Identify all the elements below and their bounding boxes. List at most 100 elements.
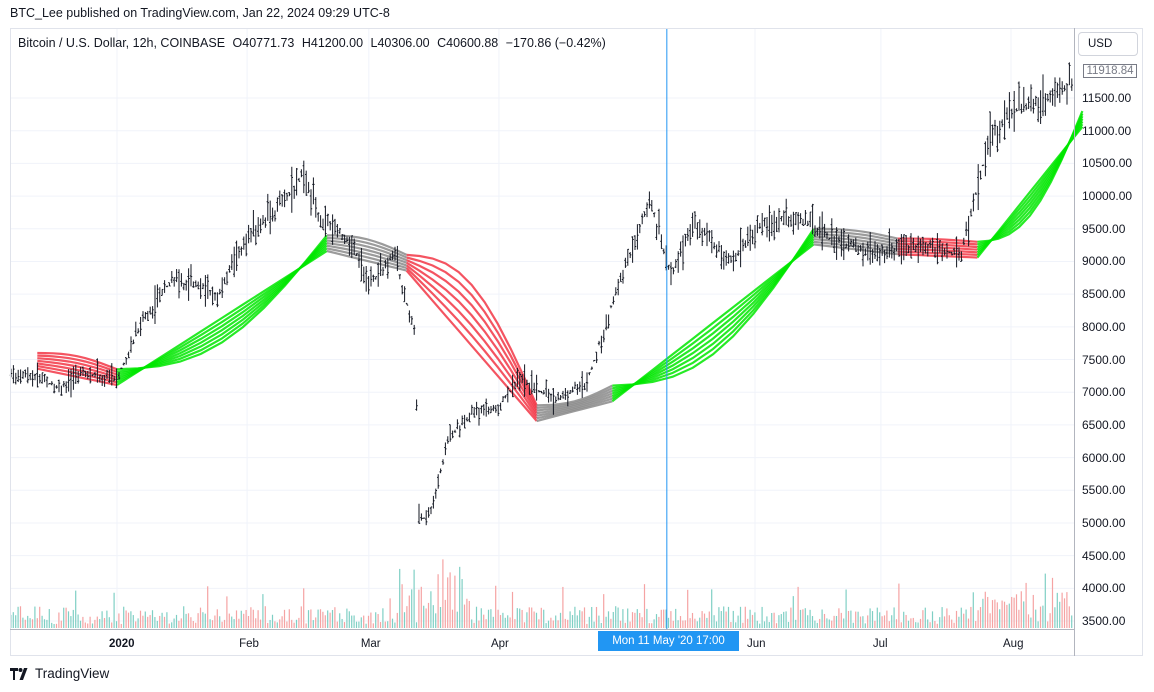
volume-bar <box>75 590 77 628</box>
volume-bar <box>761 606 763 628</box>
volume-bar <box>204 613 206 628</box>
price-label: 11500.00 <box>1082 91 1132 105</box>
volume-bar <box>1030 617 1032 628</box>
volume-bar <box>742 622 744 628</box>
volume-bar <box>444 599 446 628</box>
volume-bar <box>99 619 101 628</box>
volume-bar <box>60 620 62 628</box>
volume-bar <box>303 588 305 628</box>
volume-bar <box>924 607 926 628</box>
volume-bar <box>631 612 634 628</box>
symbol-name[interactable]: Bitcoin / U.S. Dollar, 12h, COINBASE <box>18 36 226 50</box>
volume-bar <box>17 606 19 628</box>
volume-bar <box>87 623 89 628</box>
volume-bar <box>252 609 254 628</box>
volume-bar <box>295 619 298 628</box>
volume-bar <box>492 616 494 628</box>
volume-bar <box>955 610 958 628</box>
currency-button[interactable]: USD <box>1078 32 1138 56</box>
ma-line <box>37 367 118 387</box>
volume-bar <box>139 610 142 628</box>
volume-bar <box>495 585 497 628</box>
volume-bar <box>787 621 790 628</box>
volume-bar <box>1013 597 1015 628</box>
ma-line <box>326 234 408 256</box>
volume-bar <box>845 589 847 628</box>
volume-bar <box>490 609 492 628</box>
volume-bar <box>478 620 480 628</box>
volume-bar <box>396 612 398 628</box>
time-axis[interactable] <box>10 629 1074 656</box>
volume-bar <box>197 613 199 628</box>
volume-bar <box>127 612 130 628</box>
volume-bar <box>231 616 233 628</box>
volume-bar <box>123 606 125 628</box>
volume-bar <box>874 620 876 628</box>
volume-bar <box>459 566 461 628</box>
volume-bar <box>785 611 787 628</box>
volume-bar <box>917 622 919 628</box>
volume-bar <box>569 611 571 628</box>
volume-bar <box>291 619 293 628</box>
volume-bar <box>411 589 413 628</box>
volume-bar <box>36 618 38 628</box>
volume-bar <box>629 621 631 628</box>
volume-bar <box>809 609 811 628</box>
volume-bar <box>245 609 247 628</box>
volume-bar <box>427 602 430 628</box>
volume-bar <box>255 618 257 628</box>
volume-bar <box>183 606 185 628</box>
volume-bar <box>641 617 643 628</box>
volume-bar <box>564 618 566 628</box>
volume-bar <box>394 622 396 628</box>
ma-line <box>37 359 118 379</box>
volume-bar <box>243 613 245 628</box>
volume-bar <box>70 616 72 628</box>
volume-bar <box>691 612 694 628</box>
volume-bar <box>1066 592 1068 628</box>
volume-bar <box>305 623 307 628</box>
volume-bar <box>533 611 535 628</box>
volume-bar <box>507 615 509 628</box>
ma-line <box>536 400 613 423</box>
volume-bar <box>485 619 487 628</box>
volume-bar <box>799 609 802 628</box>
volume-bar <box>771 613 773 628</box>
volume-bar <box>807 615 809 628</box>
volume-bar <box>63 607 65 628</box>
volume-bar <box>931 611 934 628</box>
volume-bar <box>1054 607 1056 628</box>
tradingview-logo[interactable]: TradingView <box>10 666 109 681</box>
volume-bar <box>723 606 725 628</box>
volume-bar <box>701 611 703 628</box>
volume-bar <box>39 606 41 628</box>
volume-bar <box>869 608 871 628</box>
volume-bar <box>857 611 859 628</box>
volume-bar <box>408 595 410 628</box>
volume-bar <box>502 612 504 628</box>
volume-bar <box>1035 609 1037 628</box>
time-label: Jul <box>872 638 888 650</box>
price-axis[interactable] <box>1074 28 1143 656</box>
volume-bar <box>449 572 451 628</box>
volume-bar <box>754 612 756 628</box>
volume-bar <box>1059 601 1061 628</box>
volume-bar <box>622 609 624 628</box>
volume-bar <box>960 607 962 628</box>
volume-bar <box>190 617 192 628</box>
volume-bar <box>437 574 439 628</box>
volume-bar <box>58 612 60 628</box>
volume-bar <box>360 617 362 628</box>
volume-bar <box>773 612 775 628</box>
volume-bar <box>365 623 367 628</box>
volume-bar <box>689 618 691 628</box>
volume-bar <box>732 610 734 628</box>
volume-bar <box>413 569 415 628</box>
volume-bar <box>903 611 905 628</box>
volume-bar <box>250 607 252 628</box>
volume-bar <box>687 589 689 628</box>
ohlc-low: L40306.00 <box>370 36 430 50</box>
volume-bar <box>579 610 581 628</box>
price-label: 4000.00 <box>1082 581 1126 596</box>
